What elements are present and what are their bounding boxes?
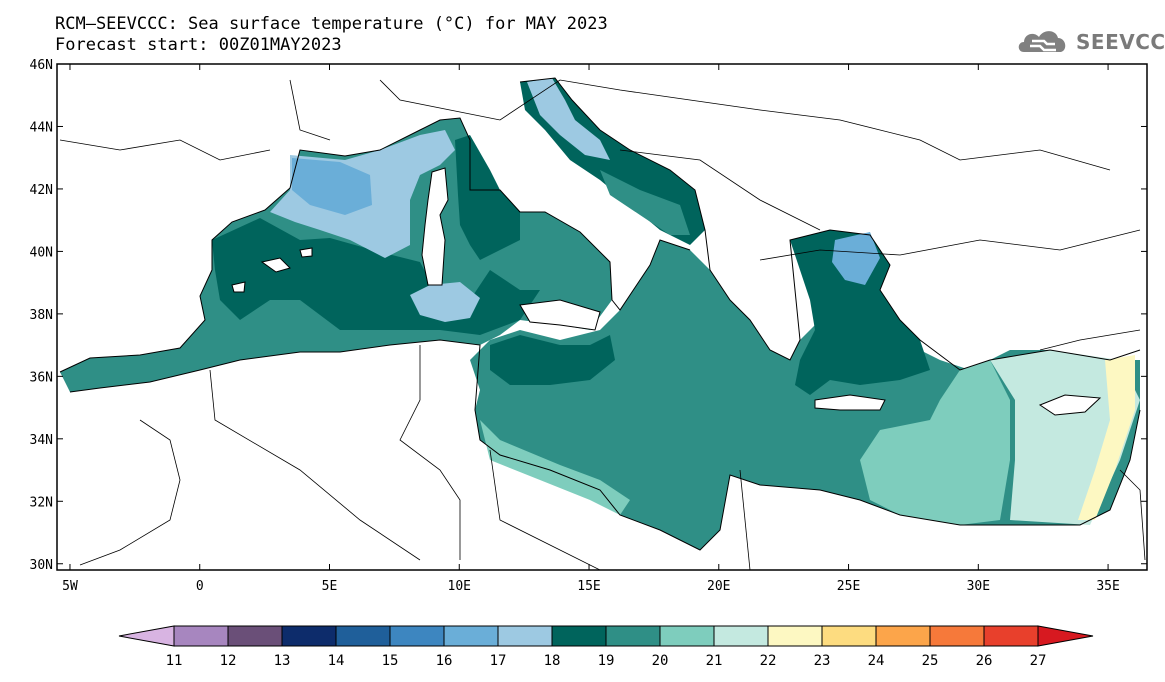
colorbar-box	[713, 625, 769, 647]
colorbar-box	[173, 625, 229, 647]
colorbar-box	[875, 625, 931, 647]
latitude-axis: 30N 32N 34N 36N 38N 40N 42N 44N 46N	[30, 58, 1147, 573]
aegean-sea	[790, 230, 930, 395]
crete	[814, 394, 886, 411]
seevccc-logo: SEEVCCC	[1016, 26, 1165, 58]
lat-tick-label: 46N	[30, 58, 53, 73]
north-aegean-cold	[832, 232, 880, 285]
lon-tick-label: 5E	[322, 579, 338, 594]
map-title: RCM–SEEVCCC: Sea surface temperature (°C…	[55, 14, 608, 34]
longitude-axis: 5W 0 5E 10E 15E 20E 25E 30E 35E	[62, 64, 1120, 594]
gulf-of-lion-cold-core	[292, 158, 372, 215]
colorbar-label: 14	[328, 653, 345, 669]
colorbar-label: 15	[382, 653, 399, 669]
colorbar-label: 26	[976, 653, 993, 669]
lat-tick-label: 40N	[30, 245, 53, 260]
corsica-sardinia	[421, 167, 449, 286]
colorbar-box	[443, 625, 499, 647]
levant-coast-23	[1078, 355, 1135, 520]
colorbar-label: 21	[706, 653, 723, 669]
lat-tick-label: 30N	[30, 558, 53, 573]
colorbar-label: 16	[436, 653, 453, 669]
colorbar-label: 17	[490, 653, 507, 669]
colorbar-box	[659, 625, 715, 647]
balearic-islands	[231, 247, 313, 293]
lat-tick-label: 42N	[30, 183, 53, 198]
country-borders	[59, 79, 1146, 570]
colorbar-label: 20	[652, 653, 669, 669]
sicily	[519, 299, 601, 331]
colorbar-label: 22	[760, 653, 777, 669]
colorbar-min-arrow	[118, 625, 175, 647]
colorbar-label: 25	[922, 653, 939, 669]
forecast-start-label: Forecast start: 00Z01MAY2023	[55, 35, 342, 55]
lon-tick-label: 10E	[448, 579, 471, 594]
lon-tick-label: 0	[196, 579, 204, 594]
lat-tick-label: 36N	[30, 370, 53, 385]
colorbar-label: 13	[274, 653, 291, 669]
map-frame	[56, 63, 1148, 571]
colorbar-box	[389, 625, 445, 647]
libyan-coast-21	[480, 420, 630, 515]
colorbar-box	[983, 625, 1039, 647]
lat-tick-label: 32N	[30, 495, 53, 510]
colorbar-box	[821, 625, 877, 647]
colorbar-box	[227, 625, 283, 647]
map-field	[59, 77, 1146, 570]
adriatic-cold	[527, 78, 610, 160]
lat-tick-label: 38N	[30, 308, 53, 323]
lat-tick-label: 44N	[30, 120, 53, 135]
colorbar-label: 11	[166, 653, 183, 669]
tyrrhenian-cold-patch	[410, 282, 480, 322]
lon-tick-label: 30E	[967, 579, 990, 594]
coastlines	[59, 77, 1141, 551]
colorbar-max-arrow	[1037, 625, 1094, 647]
colorbar-box	[767, 625, 823, 647]
tyrrhenian-sea	[455, 135, 520, 260]
adriatic-mid	[600, 170, 690, 235]
lon-tick-label: 25E	[837, 579, 860, 594]
colorbar-label: 23	[814, 653, 831, 669]
colorbar-label: 19	[598, 653, 615, 669]
lon-tick-label: 20E	[707, 579, 730, 594]
logo-text: SEEVCCC	[1076, 30, 1165, 54]
lon-tick-label: 5W	[62, 579, 78, 594]
colorbar-label: 18	[544, 653, 561, 669]
ionian-warm	[490, 335, 615, 385]
colorbar-box	[281, 625, 337, 647]
colorbar-box	[929, 625, 985, 647]
levantine-21	[860, 360, 1010, 525]
colorbar-box	[497, 625, 553, 647]
colorbar-box	[605, 625, 661, 647]
cloud-logo-icon	[1018, 31, 1066, 52]
colorbar-box	[335, 625, 391, 647]
cyprus	[1038, 394, 1102, 416]
colorbar-label: 12	[220, 653, 237, 669]
colorbar-box	[551, 625, 607, 647]
colorbar-label: 24	[868, 653, 885, 669]
lon-tick-label: 35E	[1096, 579, 1119, 594]
lon-tick-label: 15E	[577, 579, 600, 594]
colorbar-label: 27	[1030, 653, 1047, 669]
temperature-colorbar: 11 12 13 14 15 16 17 18 19 20 21 22 23 24 25 26 27	[118, 625, 1094, 669]
lat-tick-label: 34N	[30, 433, 53, 448]
